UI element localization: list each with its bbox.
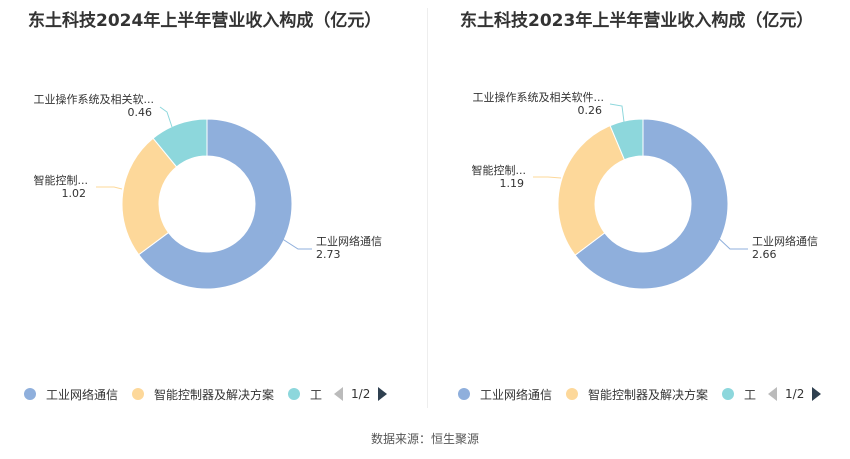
slice-value-controller: 1.19: [500, 177, 525, 190]
legend-dot-network: [24, 388, 36, 400]
legend-item-controller[interactable]: 智能控制器及解决方案: [132, 386, 274, 403]
slice-label-os: 工业操作系统及相关软...: [34, 92, 155, 106]
slice-value-os: 0.46: [128, 106, 153, 119]
pager-text: 1/2: [351, 387, 371, 401]
slice-label-os: 工业操作系统及相关软件...: [473, 90, 605, 104]
prev-page-icon[interactable]: [334, 387, 344, 401]
next-page-icon[interactable]: [812, 387, 822, 401]
legend-label: 工业网络通信: [480, 387, 553, 402]
prev-page-icon[interactable]: [768, 387, 778, 401]
legend-item-os[interactable]: 工: [722, 386, 756, 403]
legend-item-os[interactable]: 工: [288, 386, 322, 403]
legend-item-controller[interactable]: 智能控制器及解决方案: [566, 386, 708, 403]
slice-label-network: 工业网络通信: [752, 234, 818, 248]
slice-label-controller: 智能控制...: [472, 163, 527, 177]
chart-title: 东土科技2023年上半年营业收入构成（亿元）: [460, 11, 814, 31]
legend-label: 智能控制器及解决方案: [588, 387, 709, 402]
legend-dot-os: [722, 388, 735, 400]
legend-item-network[interactable]: 工业网络通信: [458, 386, 552, 403]
next-page-icon[interactable]: [378, 387, 388, 401]
legend: 工业网络通信 智能控制器及解决方案 工 1/2: [458, 383, 822, 405]
legend: 工业网络通信 智能控制器及解决方案 工 1/2: [24, 383, 388, 405]
slice-value-controller: 1.02: [62, 187, 87, 200]
legend-label: 智能控制器及解决方案: [154, 387, 275, 402]
pager-text: 1/2: [785, 387, 805, 401]
slice-network[interactable]: [138, 118, 293, 290]
chart-panel-2023: 东土科技2023年上半年营业收入构成（亿元） 工业网络通信 2.66 智能控制...…: [430, 0, 850, 420]
legend-dot-controller: [132, 388, 145, 400]
leader-line-controller: [533, 176, 562, 179]
leader-line-os: [159, 106, 173, 128]
chart-panel-2024: 东土科技2024年上半年营业收入构成（亿元） 工业网络通信 2.73 智能控制...…: [0, 0, 425, 420]
leader-line-network: [712, 232, 748, 250]
chart-title: 东土科技2024年上半年营业收入构成（亿元）: [28, 11, 382, 31]
slice-value-os: 0.26: [578, 104, 603, 117]
slice-os[interactable]: [152, 118, 208, 168]
legend-label: 工: [310, 387, 323, 402]
slice-value-network: 2.73: [316, 248, 341, 261]
legend-dot-os: [288, 388, 301, 400]
legend-dot-network: [458, 388, 470, 400]
slice-value-network: 2.66: [752, 248, 777, 261]
slice-network[interactable]: [574, 118, 729, 290]
slice-controller[interactable]: [557, 124, 626, 256]
slice-label-network: 工业网络通信: [316, 234, 382, 248]
panel-divider: [427, 8, 428, 408]
legend-label: 工: [744, 387, 757, 402]
leader-line-network: [269, 230, 312, 250]
leader-line-os: [609, 103, 625, 123]
legend-item-network[interactable]: 工业网络通信: [24, 386, 118, 403]
leader-line-controller: [96, 186, 123, 190]
data-source: 数据来源：恒生聚源: [370, 432, 479, 446]
legend-pager: 1/2: [328, 387, 388, 401]
legend-pager: 1/2: [762, 387, 822, 401]
legend-dot-controller: [566, 388, 579, 400]
slice-label-controller: 智能控制...: [34, 173, 89, 187]
legend-label: 工业网络通信: [46, 387, 119, 402]
slice-os[interactable]: [609, 118, 644, 161]
